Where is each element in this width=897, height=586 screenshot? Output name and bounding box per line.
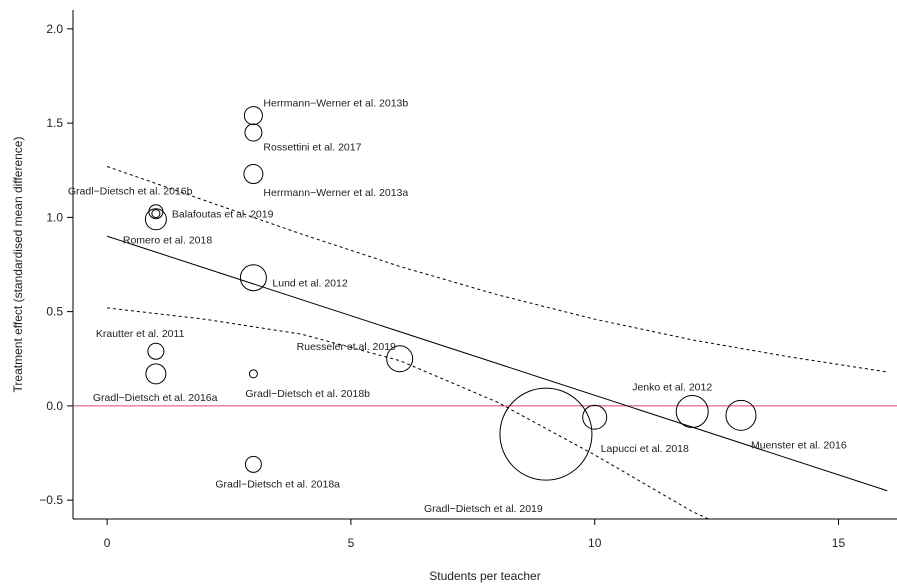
data-point [243,164,264,185]
x-axis-label: Students per teacher [429,569,540,583]
point-label: Lapucci et al. 2018 [601,443,689,455]
point-labels: Herrmann−Werner et al. 2013b Rossettini e… [68,98,847,516]
data-point [386,345,414,373]
data-point [244,123,263,142]
data-point [147,342,165,360]
y-tick-label: 2.0 [46,22,63,36]
data-point [144,208,167,231]
data-point [725,399,757,431]
point-label: Balafoutas et al. 2019 [172,209,274,221]
point-label: Krautter et al. 2011 [96,328,185,340]
data-point [148,204,164,220]
point-label: Ruesseler et al. 2019 [297,341,396,353]
data-point [248,369,258,379]
data-point [582,404,608,430]
y-tick-label: −0.5 [39,493,63,507]
y-tick-label: 0.0 [46,399,63,413]
data-point [244,455,262,473]
point-label: Rossettini et al. 2017 [263,142,361,154]
data-point [243,106,263,126]
point-label: Lund et al. 2012 [272,278,347,290]
ci-lower-line [107,307,710,519]
y-tick-label: 1.0 [46,210,63,224]
x-tick-label: 0 [104,536,111,550]
regression-line [106,235,888,492]
y-tick-label: 1.5 [46,116,63,130]
ci-upper-line [106,166,888,373]
x-tick-label: 15 [832,536,846,550]
point-label: Herrmann−Werner et al. 2013a [263,187,408,199]
point-label: Romero et al. 2018 [123,234,212,246]
data-point [145,363,167,385]
point-label: Gradl−Dietsch et al. 2016b [68,186,193,198]
point-label: Gradl−Dietsch et al. 2018a [215,478,340,490]
point-label: Muenster et al. 2016 [751,439,847,451]
data-points [144,106,757,481]
data-point [675,395,709,429]
data-point [239,264,267,292]
point-label: Gradl−Dietsch et al. 2016a [93,392,218,404]
data-point [151,209,161,219]
point-label: Jenko et al. 2012 [632,382,712,394]
x-tick-label: 5 [348,536,355,550]
y-tick-label: 0.5 [46,305,63,319]
point-label: Gradl−Dietsch et al. 2018b [245,388,370,400]
data-point [499,387,593,481]
fit-lines [73,166,897,519]
y-axis-label: Treatment effect (standardised mean diff… [11,137,25,393]
x-tick-label: 10 [588,536,602,550]
axes: 2.0 1.5 1.0 0.5 0.0 −0.5 0 5 10 15 [39,10,897,550]
point-label: Gradl−Dietsch et al. 2019 [424,503,543,515]
point-label: Herrmann−Werner et al. 2013b [263,98,408,110]
